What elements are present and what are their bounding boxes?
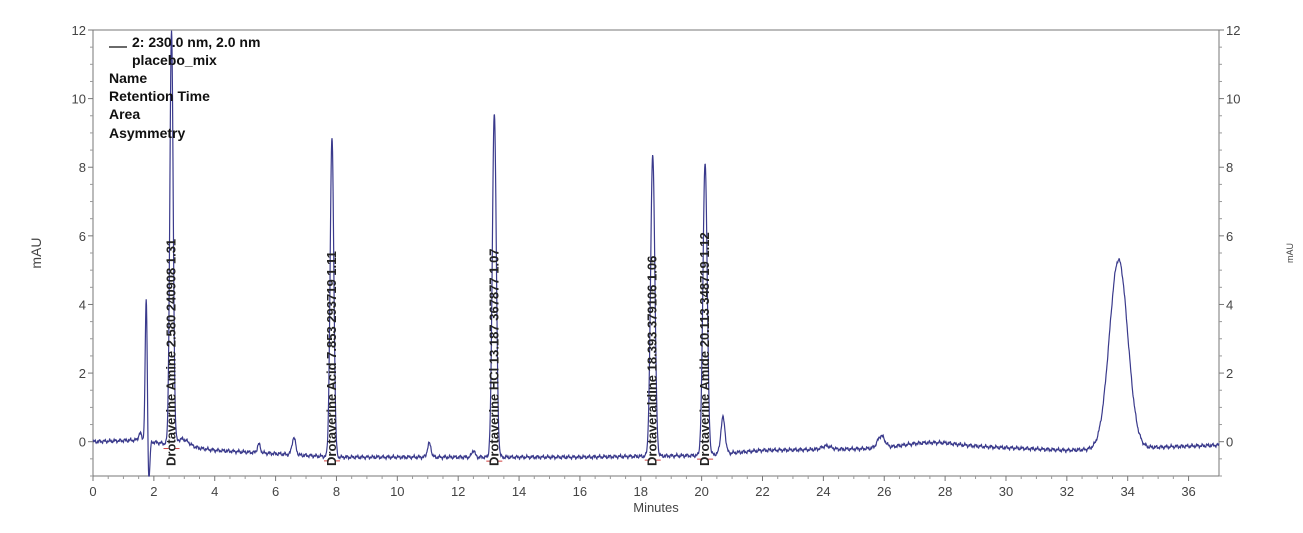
y-tick-label-right: 2 bbox=[1226, 366, 1233, 381]
x-tick-label: 4 bbox=[211, 484, 218, 499]
x-tick-label: 8 bbox=[333, 484, 340, 499]
x-tick-label: 6 bbox=[272, 484, 279, 499]
trace-group bbox=[92, 30, 1220, 477]
y-tick-label-right: 8 bbox=[1226, 160, 1233, 175]
x-tick-label: 36 bbox=[1181, 484, 1195, 499]
axes-group: 0 2 4 6 8 10 12 14 16 18 20 22 24 26 28 30 32 34 360 02 24 46… bbox=[72, 23, 1241, 499]
legend-line-6: Asymmetry bbox=[109, 125, 185, 141]
x-tick-label: 2 bbox=[150, 484, 157, 499]
x-tick-label: 20 bbox=[694, 484, 708, 499]
x-tick-label: 18 bbox=[634, 484, 648, 499]
legend: 2: 230.0 nm, 2.0 nm placebo_mix Name Ret… bbox=[109, 34, 260, 141]
y-tick-label-left: 2 bbox=[79, 366, 86, 381]
x-tick-label: 16 bbox=[573, 484, 587, 499]
x-axis-title: Minutes bbox=[633, 500, 679, 515]
peak-label: Drotaveraldine 18.393 379106 1.06 bbox=[645, 256, 660, 466]
legend-line-1: 2: 230.0 nm, 2.0 nm bbox=[132, 34, 260, 50]
x-tick-label: 0 bbox=[89, 484, 96, 499]
x-tick-label: 22 bbox=[755, 484, 769, 499]
chromatogram-trace bbox=[92, 30, 1220, 477]
y-axis-title-left: mAU bbox=[28, 237, 44, 268]
y-tick-label-right: 6 bbox=[1226, 229, 1233, 244]
y-tick-label-left: 4 bbox=[79, 297, 86, 312]
peak-label: Drotaverine HCl 13.187 367877 1.07 bbox=[486, 248, 501, 466]
x-tick-label: 32 bbox=[1060, 484, 1074, 499]
legend-line-5: Area bbox=[109, 106, 140, 122]
x-tick-label: 24 bbox=[816, 484, 830, 499]
peak-label: Drotaverine Acid 7.853 293719 1.11 bbox=[324, 251, 339, 466]
peak-label: Drotaverine Amide 20.113 348719 1.12 bbox=[697, 232, 712, 466]
y-axis-title-right: mAU bbox=[1285, 243, 1295, 263]
x-tick-label: 14 bbox=[512, 484, 526, 499]
x-tick-label: 34 bbox=[1120, 484, 1134, 499]
y-tick-label-left: 0 bbox=[79, 435, 86, 450]
x-tick-label: 26 bbox=[877, 484, 891, 499]
legend-line-3: Name bbox=[109, 70, 147, 86]
y-tick-label-left: 10 bbox=[72, 92, 86, 107]
y-tick-label-right: 4 bbox=[1226, 297, 1233, 312]
peak-label: Drotaverine Amine 2.580 240908 1.31 bbox=[164, 239, 179, 466]
x-tick-label: 30 bbox=[999, 484, 1013, 499]
legend-line-2: placebo_mix bbox=[132, 52, 217, 68]
legend-line-4: Retention Time bbox=[109, 88, 210, 104]
y-tick-label-right: 0 bbox=[1226, 435, 1233, 450]
x-tick-label: 28 bbox=[938, 484, 952, 499]
y-tick-label-right: 12 bbox=[1226, 23, 1240, 38]
y-tick-label-right: 10 bbox=[1226, 92, 1240, 107]
x-tick-label: 12 bbox=[451, 484, 465, 499]
y-tick-label-left: 8 bbox=[79, 160, 86, 175]
y-tick-label-left: 12 bbox=[72, 23, 86, 38]
x-tick-label: 10 bbox=[390, 484, 404, 499]
y-tick-label-left: 6 bbox=[79, 229, 86, 244]
peak-labels-group: Drotaverine Amine 2.580 240908 1.31 Drota… bbox=[164, 232, 714, 466]
